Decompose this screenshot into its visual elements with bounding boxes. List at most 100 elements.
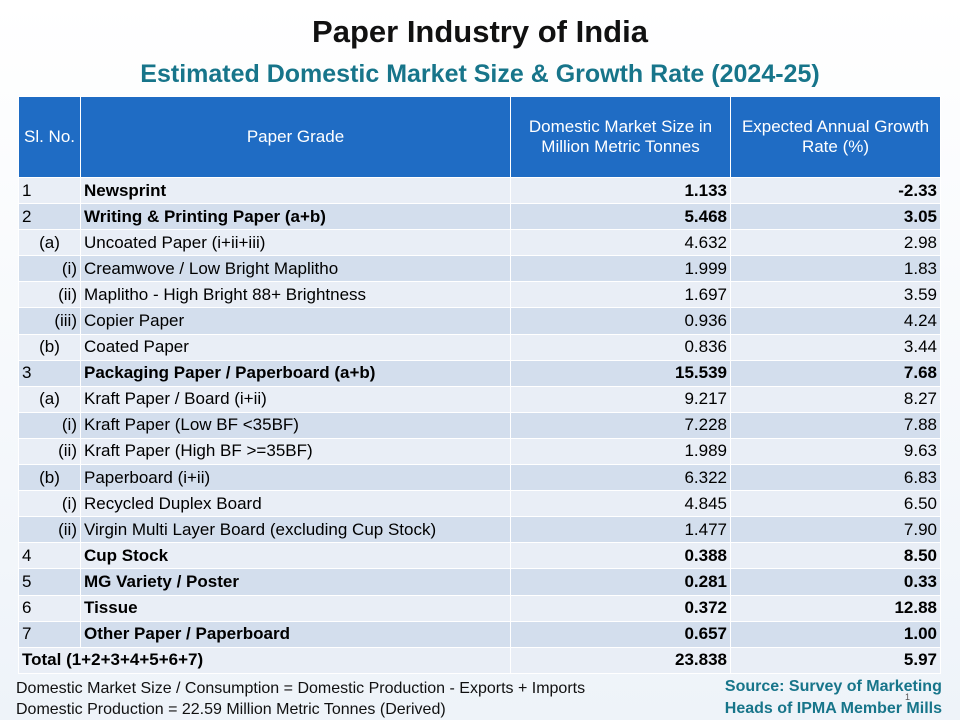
- value: 4.632: [510, 229, 731, 257]
- table-row: (i) Kraft Paper (Low BF <35BF) 7.228 7.88: [18, 411, 941, 439]
- table-row: (b) Paperboard (i+ii) 6.322 6.83: [18, 464, 941, 492]
- sl-no: (i): [18, 411, 81, 439]
- column-header: Domestic Market Size in Million Metric T…: [510, 96, 731, 178]
- sl-no: (a): [18, 385, 81, 413]
- grade: Paperboard (i+ii): [80, 464, 511, 492]
- table-row: (i) Creamwove / Low Bright Maplitho 1.999 1…: [18, 255, 941, 283]
- value: 3.05: [730, 203, 941, 231]
- table-row: (a) Uncoated Paper (i+ii+iii) 4.632 2.98: [18, 229, 941, 257]
- table-row: 6 Tissue 0.372 12.88: [18, 594, 941, 622]
- table-row: (i) Recycled Duplex Board 4.845 6.50: [18, 490, 941, 518]
- value: 4.24: [730, 307, 941, 335]
- grade: Copier Paper: [80, 307, 511, 335]
- sl-no: (b): [18, 333, 81, 361]
- grade: Packaging Paper / Paperboard (a+b): [80, 359, 511, 387]
- table-row: (ii) Virgin Multi Layer Board (excluding …: [18, 516, 941, 544]
- value: 5.468: [510, 203, 731, 231]
- value: 8.50: [730, 542, 941, 570]
- column-header: Paper Grade: [80, 96, 511, 178]
- value: 1.133: [510, 176, 731, 205]
- value: 1.00: [730, 620, 941, 648]
- market-table: Sl. No. Paper Grade Domestic Market Size i…: [18, 96, 941, 674]
- table-row: 3 Packaging Paper / Paperboard (a+b) 15.53…: [18, 359, 941, 387]
- grade: Maplitho - High Bright 88+ Brightness: [80, 281, 511, 309]
- source-line: Source: Survey of Marketing: [724, 678, 942, 695]
- column-header: Expected Annual Growth Rate (%): [730, 96, 941, 178]
- value: 6.83: [730, 464, 941, 492]
- sl-no: (iii): [18, 307, 81, 335]
- value: 7.88: [730, 411, 941, 439]
- source-line: Heads of IPMA Member Mills: [724, 700, 942, 717]
- sl-no: 4: [18, 542, 81, 570]
- table-row: (iii) Copier Paper 0.936 4.24: [18, 307, 941, 335]
- grade: Kraft Paper (High BF >=35BF): [80, 437, 511, 466]
- sl-no: 5: [18, 568, 81, 596]
- sl-no: 3: [18, 359, 81, 387]
- grade: Virgin Multi Layer Board (excluding Cup …: [80, 516, 511, 544]
- sl-no: 6: [18, 594, 81, 622]
- grade: Newsprint: [80, 176, 511, 205]
- note: Domestic Production = 22.59 Million Metr…: [16, 701, 446, 718]
- table-row: (ii) Maplitho - High Bright 88+ Brightnes…: [18, 281, 941, 309]
- grade: Kraft Paper / Board (i+ii): [80, 385, 511, 413]
- value: 1.697: [510, 281, 731, 309]
- grade: Recycled Duplex Board: [80, 490, 511, 518]
- table-row: 5 MG Variety / Poster 0.281 0.33: [18, 568, 941, 596]
- value: 0.372: [510, 594, 731, 622]
- value: -2.33: [730, 176, 941, 205]
- table-row: 2 Writing & Printing Paper (a+b) 5.468 3.05: [18, 203, 941, 231]
- total-label: Total (1+2+3+4+5+6+7): [18, 646, 511, 674]
- value: 1.999: [510, 255, 731, 283]
- value: 7.228: [510, 411, 731, 439]
- value: 3.59: [730, 281, 941, 309]
- value: 5.97: [730, 646, 941, 674]
- sl-no: 1: [18, 176, 81, 205]
- grade: Kraft Paper (Low BF <35BF): [80, 411, 511, 439]
- value: 0.388: [510, 542, 731, 570]
- value: 1.989: [510, 437, 731, 466]
- value: 6.50: [730, 490, 941, 518]
- column-header: Sl. No.: [18, 96, 81, 178]
- table-row: (b) Coated Paper 0.836 3.44: [18, 333, 941, 361]
- note: Domestic Market Size / Consumption = Dom…: [16, 680, 586, 697]
- table-row: 7 Other Paper / Paperboard 0.657 1.00: [18, 620, 941, 648]
- table-row: 4 Cup Stock 0.388 8.50: [18, 542, 941, 570]
- page-number: 1: [904, 692, 910, 702]
- table-row: (a) Kraft Paper / Board (i+ii) 9.217 8.27: [18, 385, 941, 413]
- table-row: 1 Newsprint 1.133 -2.33: [18, 176, 941, 205]
- value: 7.68: [730, 359, 941, 387]
- value: 0.836: [510, 333, 731, 361]
- grade: Creamwove / Low Bright Maplitho: [80, 255, 511, 283]
- value: 15.539: [510, 359, 731, 387]
- header-row: Sl. No. Paper Grade Domestic Market Size i…: [18, 96, 941, 178]
- sl-no: (ii): [18, 437, 81, 466]
- value: 0.936: [510, 307, 731, 335]
- table-body: 1 Newsprint 1.133 -2.33 2 Writing & Printing …: [18, 176, 941, 674]
- sl-no: (ii): [18, 516, 81, 544]
- sl-no: (i): [18, 490, 81, 518]
- table-row: (ii) Kraft Paper (High BF >=35BF) 1.989 9.6…: [18, 437, 941, 466]
- value: 0.33: [730, 568, 941, 596]
- grade: Cup Stock: [80, 542, 511, 570]
- grade: MG Variety / Poster: [80, 568, 511, 596]
- value: 1.477: [510, 516, 731, 544]
- grade: Writing & Printing Paper (a+b): [80, 203, 511, 231]
- value: 8.27: [730, 385, 941, 413]
- source: Source: Survey of Marketing Heads of IPMA…: [725, 676, 942, 720]
- value: 0.281: [510, 568, 731, 596]
- total-row: Total (1+2+3+4+5+6+7) 23.838 5.97: [18, 646, 941, 674]
- value: 9.217: [510, 385, 731, 413]
- value: 12.88: [730, 594, 941, 622]
- value: 1.83: [730, 255, 941, 283]
- sl-no: (b): [18, 464, 81, 492]
- sl-no: 2: [18, 203, 81, 231]
- notes: Domestic Market Size / Consumption = Dom…: [16, 678, 585, 720]
- title: Paper Industry of India: [312, 14, 648, 49]
- grade: Other Paper / Paperboard: [80, 620, 511, 648]
- sl-no: (a): [18, 229, 81, 257]
- sl-no: (i): [18, 255, 81, 283]
- value: 3.44: [730, 333, 941, 361]
- subtitle: Estimated Domestic Market Size & Growth …: [140, 60, 820, 88]
- grade: Tissue: [80, 594, 511, 622]
